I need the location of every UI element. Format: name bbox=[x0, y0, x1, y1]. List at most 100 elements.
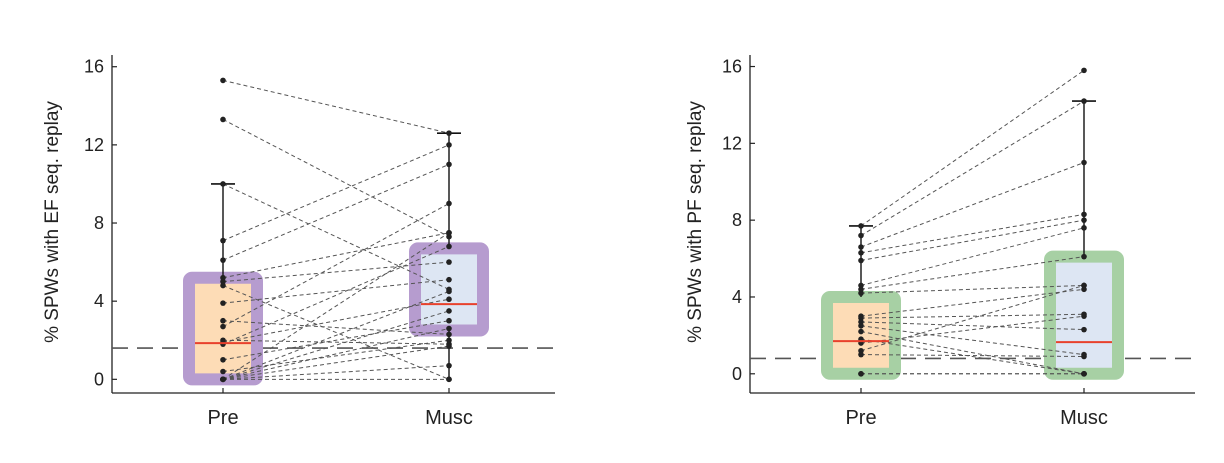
y-tick-label: 8 bbox=[94, 213, 104, 233]
data-point bbox=[220, 77, 226, 84]
data-point bbox=[858, 250, 864, 256]
data-point bbox=[220, 237, 226, 244]
data-point bbox=[858, 282, 864, 289]
paired-line bbox=[222, 144, 450, 242]
data-point bbox=[858, 232, 864, 239]
y-tick-label: 4 bbox=[94, 291, 104, 311]
data-point bbox=[1081, 326, 1087, 333]
data-point bbox=[858, 347, 864, 354]
box-pre bbox=[821, 290, 901, 380]
data-point bbox=[1081, 98, 1087, 104]
y-tick-label: 0 bbox=[732, 364, 742, 384]
paired-line bbox=[222, 232, 450, 279]
category-label: Musc bbox=[425, 407, 473, 429]
data-point bbox=[446, 259, 452, 265]
data-point bbox=[446, 229, 452, 236]
data-point bbox=[858, 322, 864, 329]
category-label: Musc bbox=[1060, 407, 1108, 429]
paired-line bbox=[222, 203, 450, 328]
data-point bbox=[858, 328, 864, 335]
data-point bbox=[220, 317, 226, 324]
data-point bbox=[446, 142, 452, 148]
data-point bbox=[858, 286, 864, 293]
paired-line bbox=[860, 256, 1085, 290]
data-point bbox=[220, 181, 226, 187]
y-tick-label: 12 bbox=[722, 133, 742, 153]
data-point bbox=[220, 376, 226, 383]
paired-line bbox=[860, 325, 1085, 356]
paired-line bbox=[222, 298, 450, 343]
data-point bbox=[446, 200, 452, 207]
paired-line bbox=[860, 313, 1085, 319]
data-point bbox=[1081, 217, 1087, 223]
paired-line bbox=[860, 162, 1085, 248]
paired-line bbox=[860, 284, 1085, 352]
paired-line bbox=[860, 284, 1085, 294]
data-point bbox=[1081, 225, 1087, 231]
data-point bbox=[858, 370, 864, 377]
data-point bbox=[446, 337, 452, 344]
data-point bbox=[446, 243, 452, 250]
data-point bbox=[220, 116, 226, 123]
data-point bbox=[446, 233, 452, 240]
data-point bbox=[446, 343, 452, 349]
paired-line bbox=[222, 339, 450, 373]
paired-line bbox=[860, 315, 1085, 344]
data-point bbox=[446, 276, 452, 283]
data-point bbox=[220, 282, 226, 289]
data-point bbox=[858, 257, 864, 264]
y-tick-label: 16 bbox=[84, 57, 104, 77]
paired-line bbox=[860, 219, 1085, 261]
paired-line bbox=[860, 227, 1085, 286]
data-point bbox=[1081, 286, 1087, 293]
paired-line bbox=[222, 232, 450, 380]
data-point bbox=[446, 296, 452, 303]
paired-line bbox=[860, 213, 1085, 254]
data-point bbox=[858, 315, 864, 321]
paired-line bbox=[222, 285, 450, 380]
y-tick-label: 0 bbox=[94, 369, 104, 389]
y-tick-label: 8 bbox=[732, 210, 742, 230]
y-tick-label: 16 bbox=[722, 57, 742, 77]
data-point bbox=[858, 319, 864, 325]
paired-line bbox=[222, 261, 450, 283]
data-point bbox=[858, 223, 864, 229]
category-label: Pre bbox=[845, 407, 876, 429]
paired-line bbox=[222, 320, 450, 361]
paired-line bbox=[860, 100, 1085, 236]
data-point bbox=[1081, 370, 1087, 377]
data-point bbox=[858, 244, 864, 250]
paired-line bbox=[222, 365, 450, 380]
paired-line bbox=[222, 119, 450, 238]
data-point bbox=[1081, 211, 1087, 218]
paired-line bbox=[860, 288, 1085, 317]
paired-line bbox=[222, 320, 450, 335]
data-point bbox=[1081, 159, 1087, 166]
data-point bbox=[1081, 67, 1087, 74]
data-point bbox=[1081, 282, 1087, 289]
paired-line bbox=[222, 310, 450, 380]
data-point bbox=[446, 331, 452, 338]
pf-replay-chart: % SPWs with PF seq. replay 0 4 8 12 16 Pre Mus… bbox=[685, 55, 1195, 429]
data-point bbox=[446, 130, 452, 136]
data-point bbox=[220, 368, 226, 375]
data-point bbox=[858, 290, 864, 296]
data-point bbox=[220, 323, 226, 330]
data-point bbox=[858, 351, 864, 358]
category-label: Pre bbox=[207, 407, 238, 429]
data-point bbox=[220, 300, 226, 306]
data-point bbox=[446, 362, 452, 369]
paired-line bbox=[222, 339, 450, 345]
data-point bbox=[1081, 313, 1087, 319]
ef-replay-chart: % SPWs with EF seq. replay 0 4 8 12 16 Pre Mus… bbox=[42, 55, 555, 429]
data-point bbox=[1081, 253, 1087, 260]
paired-line bbox=[222, 328, 450, 380]
data-point bbox=[446, 325, 452, 332]
paired-line bbox=[860, 69, 1085, 227]
data-point bbox=[220, 257, 226, 263]
paired-line bbox=[222, 345, 450, 380]
data-point bbox=[1081, 353, 1087, 360]
data-point bbox=[446, 161, 452, 168]
data-point bbox=[446, 317, 452, 324]
